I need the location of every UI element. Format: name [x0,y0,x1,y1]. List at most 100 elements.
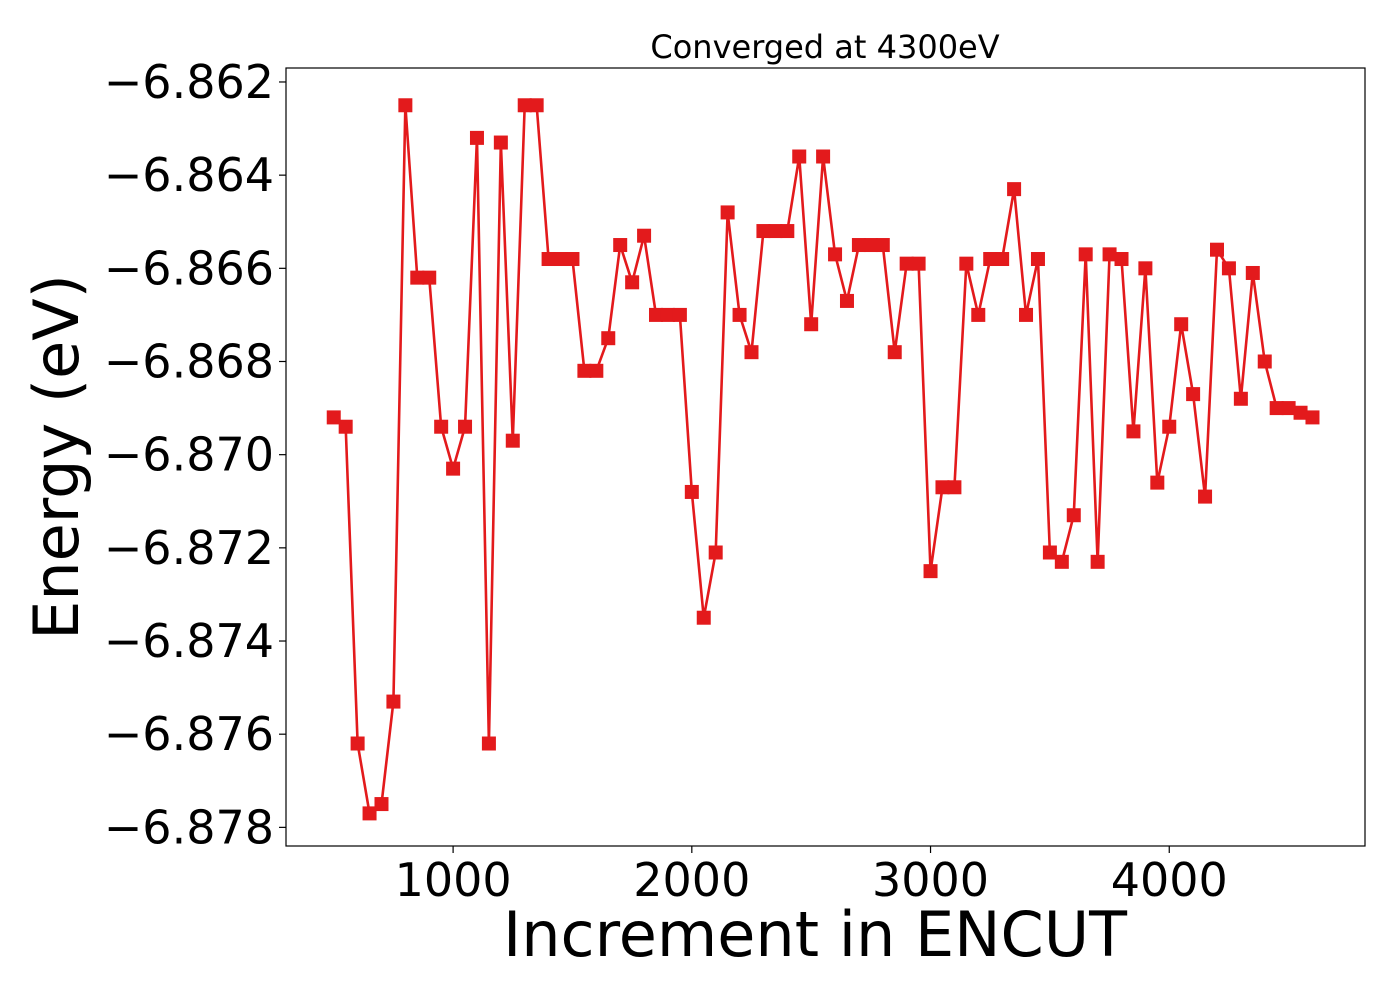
plot-area [326,98,1320,821]
data-point [923,564,938,579]
data-point [1126,424,1141,439]
data-point [1007,182,1022,197]
data-point [672,307,687,322]
data-point [1198,489,1213,504]
series-line [332,103,1313,815]
data-point [1293,405,1308,420]
data-point [529,98,544,113]
data-point [1210,242,1224,257]
data-point [338,419,353,434]
y-tick-label: −6.862 [104,55,274,109]
data-point [1221,261,1236,276]
x-tick-label: 1000 [395,853,512,907]
data-point [625,275,640,290]
data-point [649,307,664,322]
data-point [1054,554,1069,569]
data-point [971,307,986,322]
data-point [446,461,461,476]
data-point [1245,265,1260,280]
data-point [326,410,341,425]
data-point [410,270,425,285]
data-point [434,419,449,434]
data-point [637,228,652,243]
chart-title: Converged at 4300eV [650,28,999,66]
data-point [887,345,902,360]
data-point [947,480,962,495]
data-point [469,130,484,145]
data-point [422,270,437,285]
data-point [601,331,616,346]
x-tick-label: 2000 [633,853,750,907]
data-point [481,736,496,751]
data-point [398,98,413,113]
x-tick-label: 4000 [1111,853,1228,907]
x-tick-label: 3000 [872,853,989,907]
plot-frame [285,67,1366,847]
data-point [899,256,914,271]
y-tick-label: −6.864 [104,148,274,202]
data-point [505,433,520,448]
data-point [553,252,568,267]
data-point [1090,554,1105,569]
data-point [589,363,604,378]
y-tick-label: −6.866 [104,241,274,295]
data-point [768,224,783,239]
data-point [720,205,735,220]
y-axis-label: Energy (eV) [20,274,93,640]
x-axis-label: Increment in ENCUT [503,898,1128,971]
data-point [1186,387,1201,402]
data-point [804,317,819,332]
data-point [756,224,771,239]
data-point [828,247,843,262]
data-point [1114,252,1129,267]
data-point [1078,247,1093,262]
data-point [1257,354,1272,369]
data-point [613,238,628,253]
data-point [995,252,1010,267]
data-point [362,806,377,821]
data-point [696,610,711,625]
data-point [1042,545,1057,560]
data-point [816,149,831,164]
data-point [1174,317,1189,332]
data-point [1066,508,1081,523]
axes: 1000 2000 3000 4000 −6.862 −6.864 −6.866 −6.868… [104,55,1228,907]
y-tick-label: −6.874 [104,614,274,668]
data-point [1102,247,1117,262]
data-point [493,135,508,150]
data-point [744,345,759,360]
data-point [1269,401,1284,416]
data-point [386,694,401,709]
data-point [875,238,890,253]
data-point [959,256,974,271]
data-point [517,98,532,113]
data-point [839,293,854,308]
data-point [780,224,795,239]
data-point [374,797,389,812]
y-tick-label: −6.870 [104,428,274,482]
data-point [1138,261,1153,276]
data-point [1162,419,1177,434]
data-point [792,149,807,164]
data-point [1281,401,1296,416]
data-point [1233,391,1248,406]
data-point [851,238,866,253]
data-point [541,252,556,267]
data-point [1305,410,1320,425]
y-tick-label: −6.868 [104,334,274,388]
data-point [708,545,723,560]
y-tick-label: −6.872 [104,521,274,575]
data-point [660,307,675,322]
data-point [458,419,473,434]
data-point [684,484,699,499]
y-tick-label: −6.878 [104,800,274,854]
data-point [565,252,580,267]
data-point [1150,475,1165,490]
data-point [350,736,365,751]
data-point [577,363,592,378]
y-tick-label: −6.876 [104,707,274,761]
data-point [911,256,926,271]
data-point [863,238,878,253]
data-point [732,307,747,322]
